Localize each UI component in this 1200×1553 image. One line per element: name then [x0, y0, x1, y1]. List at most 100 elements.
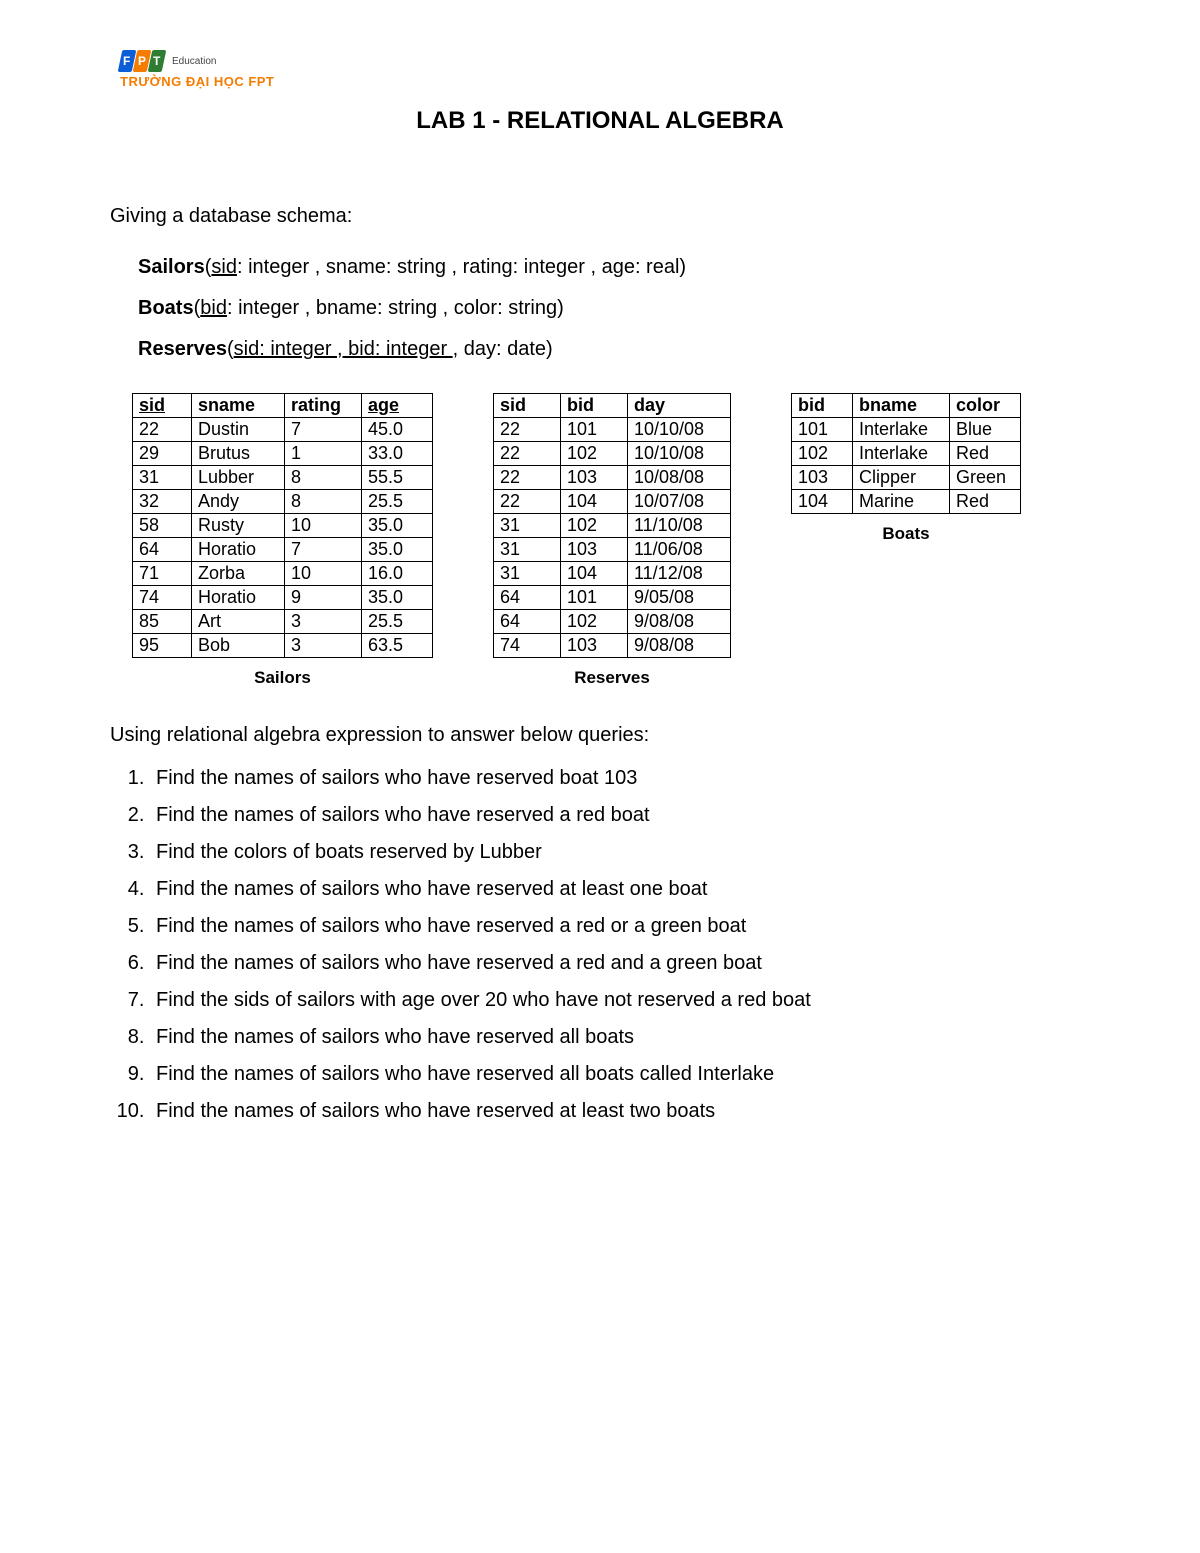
table-cell: 64: [494, 586, 561, 610]
logo-letter: F: [123, 54, 130, 68]
logo-letter: T: [153, 54, 160, 68]
schema-key: sid: integer , bid: integer: [234, 338, 453, 360]
table-cell: Bob: [192, 634, 285, 658]
table-row: 641019/05/08: [494, 586, 731, 610]
table-cell: 102: [561, 442, 628, 466]
table-cell: Brutus: [192, 442, 285, 466]
sailors-table: sidsnameratingage22Dustin745.029Brutus13…: [132, 393, 433, 658]
table-row: 3110211/10/08: [494, 514, 731, 538]
table-cell: 22: [494, 466, 561, 490]
schema-rest: , day: date): [453, 338, 553, 360]
table-cell: 58: [133, 514, 192, 538]
query-item: Find the names of sailors who have reser…: [150, 878, 1090, 901]
table-cell: 104: [561, 490, 628, 514]
table-cell: 31: [494, 538, 561, 562]
table-row: 2210110/10/08: [494, 418, 731, 442]
logo-education-text: Education: [172, 56, 216, 67]
table-header-cell: sid: [494, 394, 561, 418]
query-item: Find the names of sailors who have reser…: [150, 1026, 1090, 1049]
table-row: 2210410/07/08: [494, 490, 731, 514]
table-cell: 11/10/08: [628, 514, 731, 538]
table-cell: 8: [285, 466, 362, 490]
logo-row: F P T Education: [120, 50, 1090, 72]
table-row: 85Art325.5: [133, 610, 433, 634]
table-row: 2210310/08/08: [494, 466, 731, 490]
table-cell: 35.0: [362, 538, 433, 562]
table-cell: 10: [285, 514, 362, 538]
table-cell: 7: [285, 418, 362, 442]
intro-text: Giving a database schema:: [110, 205, 1090, 228]
table-row: 71Zorba1016.0: [133, 562, 433, 586]
table-cell: 102: [792, 442, 853, 466]
reserves-caption: Reserves: [574, 668, 650, 688]
table-cell: Marine: [853, 490, 950, 514]
table-cell: 22: [494, 490, 561, 514]
table-cell: 11/06/08: [628, 538, 731, 562]
query-item: Find the names of sailors who have reser…: [150, 1100, 1090, 1123]
table-cell: 74: [133, 586, 192, 610]
table-cell: 3: [285, 634, 362, 658]
table-cell: Dustin: [192, 418, 285, 442]
table-cell: 104: [792, 490, 853, 514]
table-cell: 8: [285, 490, 362, 514]
table-cell: Art: [192, 610, 285, 634]
table-cell: 25.5: [362, 490, 433, 514]
table-row: 102InterlakeRed: [792, 442, 1021, 466]
table-header-cell: rating: [285, 394, 362, 418]
queries-list: Find the names of sailors who have reser…: [110, 767, 1090, 1123]
fpt-logo-icon: F P T: [118, 50, 167, 72]
table-cell: 103: [561, 538, 628, 562]
table-row: 58Rusty1035.0: [133, 514, 433, 538]
query-item: Find the sids of sailors with age over 2…: [150, 989, 1090, 1012]
logo-box-t: T: [148, 50, 167, 72]
table-cell: 104: [561, 562, 628, 586]
table-cell: 3: [285, 610, 362, 634]
table-cell: 63.5: [362, 634, 433, 658]
table-row: 32Andy825.5: [133, 490, 433, 514]
schema-rest: : integer , bname: string , color: strin…: [227, 297, 564, 319]
table-row: 64Horatio735.0: [133, 538, 433, 562]
table-row: 641029/08/08: [494, 610, 731, 634]
table-cell: 10/10/08: [628, 418, 731, 442]
table-row: 3110411/12/08: [494, 562, 731, 586]
schema-boats: Boats(bid: integer , bname: string , col…: [138, 297, 1090, 320]
table-cell: 101: [561, 418, 628, 442]
table-cell: Red: [950, 442, 1021, 466]
table-cell: 10/08/08: [628, 466, 731, 490]
table-cell: 64: [133, 538, 192, 562]
table-cell: 85: [133, 610, 192, 634]
table-row: 3110311/06/08: [494, 538, 731, 562]
table-header-cell: bname: [853, 394, 950, 418]
table-cell: 55.5: [362, 466, 433, 490]
table-cell: Andy: [192, 490, 285, 514]
schema-name: Boats: [138, 297, 194, 319]
table-cell: 33.0: [362, 442, 433, 466]
table-cell: 71: [133, 562, 192, 586]
table-cell: 101: [561, 586, 628, 610]
table-row: 104MarineRed: [792, 490, 1021, 514]
table-cell: 102: [561, 514, 628, 538]
table-row: 103ClipperGreen: [792, 466, 1021, 490]
tables-row: sidsnameratingage22Dustin745.029Brutus13…: [132, 393, 1090, 688]
boats-table-wrap: bidbnamecolor101InterlakeBlue102Interlak…: [791, 393, 1021, 544]
query-item: Find the names of sailors who have reser…: [150, 804, 1090, 827]
table-row: 741039/08/08: [494, 634, 731, 658]
table-header-cell: sname: [192, 394, 285, 418]
table-cell: Horatio: [192, 538, 285, 562]
query-item: Find the names of sailors who have reser…: [150, 1063, 1090, 1086]
schema-reserves: Reserves(sid: integer , bid: integer , d…: [138, 338, 1090, 361]
table-cell: 9/08/08: [628, 610, 731, 634]
table-cell: 10/07/08: [628, 490, 731, 514]
table-cell: 11/12/08: [628, 562, 731, 586]
page-title: LAB 1 - RELATIONAL ALGEBRA: [110, 107, 1090, 135]
table-cell: 7: [285, 538, 362, 562]
sailors-table-wrap: sidsnameratingage22Dustin745.029Brutus13…: [132, 393, 433, 688]
table-cell: 31: [494, 562, 561, 586]
table-header-cell: sid: [133, 394, 192, 418]
schema-name: Reserves: [138, 338, 227, 360]
table-cell: 103: [792, 466, 853, 490]
table-row: 22Dustin745.0: [133, 418, 433, 442]
table-cell: 22: [494, 418, 561, 442]
table-cell: 103: [561, 466, 628, 490]
table-cell: Red: [950, 490, 1021, 514]
